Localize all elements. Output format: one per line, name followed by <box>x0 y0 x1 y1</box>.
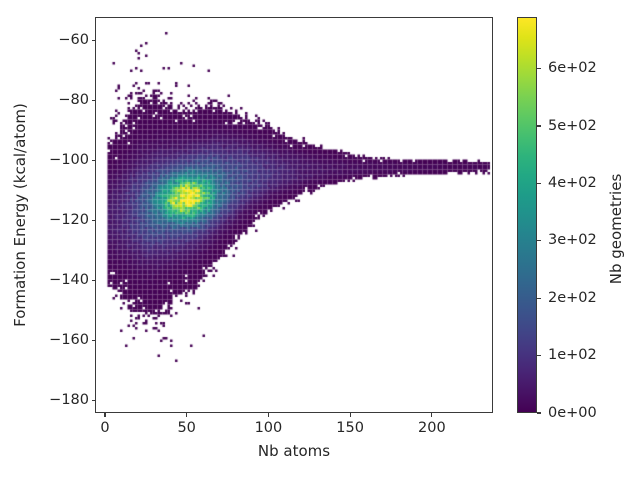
y-tick-mark <box>91 279 95 281</box>
colorbar-tick-mark <box>537 125 541 127</box>
x-tick-mark <box>431 413 433 417</box>
colorbar-tick-label: 1e+02 <box>548 347 597 364</box>
x-axis-label: Nb atoms <box>257 442 331 460</box>
colorbar-tick-label: 4e+02 <box>548 174 597 191</box>
y-tick-label: −140 <box>49 271 89 288</box>
colorbar-tick-mark <box>537 412 541 414</box>
x-tick-mark <box>186 413 188 417</box>
density-histogram-canvas <box>95 17 493 413</box>
y-tick-mark <box>91 219 95 221</box>
colorbar-tick-mark <box>537 297 541 299</box>
y-tick-label: −180 <box>49 391 89 408</box>
y-tick-mark <box>91 159 95 161</box>
colorbar-tick-mark <box>537 182 541 185</box>
colorbar-tick-label: 3e+02 <box>548 232 597 249</box>
plot-area <box>95 17 493 413</box>
colorbar-tick-mark <box>537 355 541 357</box>
y-tick-label: −120 <box>49 211 89 228</box>
y-tick-label: −160 <box>49 331 89 348</box>
y-tick-label: −100 <box>49 151 89 168</box>
y-tick-mark <box>91 339 95 341</box>
y-tick-mark <box>91 99 95 101</box>
colorbar-tick-label: 5e+02 <box>548 117 597 134</box>
colorbar-tick-mark <box>537 240 541 242</box>
x-tick-mark <box>349 413 351 417</box>
y-tick-label: −80 <box>58 91 89 108</box>
colorbar-tick-label: 0e+00 <box>548 404 597 421</box>
x-tick-label: 50 <box>177 420 196 436</box>
x-tick-label: 0 <box>100 420 110 436</box>
colorbar-tick-label: 6e+02 <box>548 60 597 77</box>
y-tick-label: −60 <box>58 31 89 48</box>
colorbar-label: Nb geometries <box>607 173 625 285</box>
x-tick-label: 150 <box>336 420 364 436</box>
x-tick-mark <box>267 413 269 417</box>
y-tick-mark <box>91 39 95 41</box>
x-tick-label: 200 <box>418 420 446 436</box>
x-tick-mark <box>104 413 106 417</box>
colorbar-tick-mark <box>537 68 541 70</box>
colorbar-tick-label: 2e+02 <box>548 289 597 306</box>
colorbar <box>517 17 537 413</box>
y-tick-mark <box>91 399 95 401</box>
x-tick-label: 100 <box>254 420 283 436</box>
